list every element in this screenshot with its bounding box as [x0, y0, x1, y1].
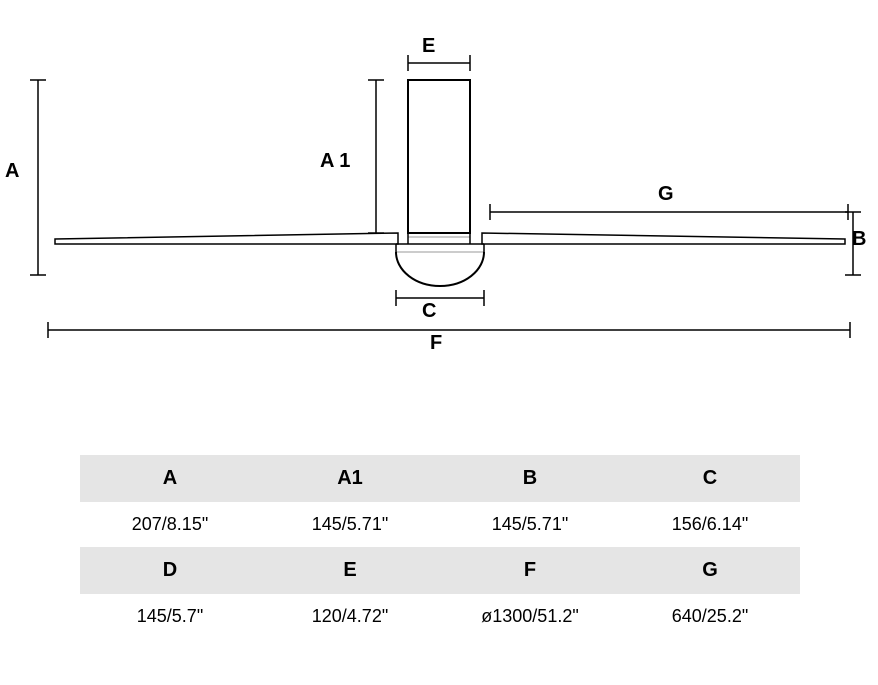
table-header: A1 — [260, 455, 440, 502]
table-value: 207/8.15" — [80, 502, 260, 547]
table-header: G — [620, 547, 800, 594]
table-header: B — [440, 455, 620, 502]
table-value: 640/25.2" — [620, 594, 800, 639]
label-F: F — [430, 332, 442, 355]
table-header: E — [260, 547, 440, 594]
dimensions-table: A A1 B C 207/8.15" 145/5.71" 145/5.71" 1… — [80, 455, 800, 639]
table-header: C — [620, 455, 800, 502]
table-header: F — [440, 547, 620, 594]
table-value: 145/5.7" — [80, 594, 260, 639]
label-E: E — [422, 35, 435, 58]
table-value: 145/5.71" — [440, 502, 620, 547]
table-header: A — [80, 455, 260, 502]
label-A1: A 1 — [320, 150, 350, 173]
table-value: 156/6.14" — [620, 502, 800, 547]
label-B: B — [852, 228, 866, 251]
table-value: 120/4.72" — [260, 594, 440, 639]
label-C: C — [422, 300, 436, 323]
label-A: A — [5, 160, 19, 183]
table-value: ø1300/51.2" — [440, 594, 620, 639]
label-G: G — [658, 183, 674, 206]
technical-diagram — [0, 20, 878, 380]
table-header: D — [80, 547, 260, 594]
table-value: 145/5.71" — [260, 502, 440, 547]
